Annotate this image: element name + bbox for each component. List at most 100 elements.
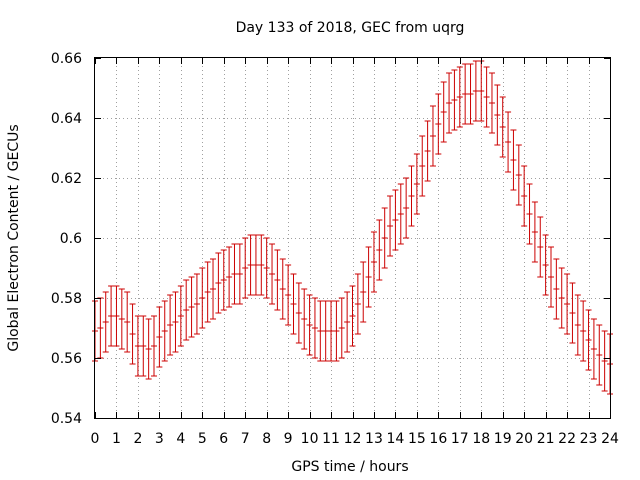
data-point — [542, 234, 549, 296]
x-tick-label: 16 — [429, 431, 447, 447]
data-point — [456, 66, 463, 128]
data-point — [478, 60, 485, 122]
data-point — [317, 300, 324, 362]
data-point — [531, 201, 538, 263]
x-tick-label: 4 — [176, 431, 185, 447]
data-point — [558, 267, 565, 329]
data-point — [387, 195, 394, 257]
data-point — [360, 261, 367, 323]
data-point — [376, 219, 383, 281]
data-point — [183, 279, 190, 341]
x-tick-label: 2 — [133, 431, 142, 447]
data-point — [462, 63, 469, 125]
data-point — [429, 105, 436, 167]
data-point — [435, 93, 442, 155]
x-tick-label: 23 — [580, 431, 598, 447]
data-point — [177, 285, 184, 347]
data-point — [349, 285, 356, 347]
y-axis-label: Global Electron Content / GECUs — [6, 124, 22, 351]
data-point — [537, 216, 544, 278]
x-tick-label: 1 — [112, 431, 121, 447]
x-tick-label: 12 — [344, 431, 362, 447]
data-point — [328, 300, 335, 362]
data-point — [210, 258, 217, 320]
x-tick-label: 8 — [262, 431, 271, 447]
data-point — [494, 84, 501, 146]
x-tick-label: 10 — [301, 431, 319, 447]
data-point — [301, 288, 308, 350]
data-point — [521, 165, 528, 227]
data-point — [215, 252, 222, 314]
x-tick-label: 0 — [91, 431, 100, 447]
data-point — [252, 234, 259, 296]
data-point — [467, 63, 474, 125]
data-point — [108, 285, 115, 347]
data-point — [483, 66, 490, 128]
data-point — [585, 309, 592, 371]
data-point — [472, 60, 479, 122]
data-point — [569, 282, 576, 344]
x-tick-label: 17 — [451, 431, 469, 447]
y-tick-label: 0.6 — [60, 231, 82, 247]
data-point — [236, 243, 243, 305]
x-tick-label: 3 — [155, 431, 164, 447]
x-tick-label: 13 — [365, 431, 383, 447]
data-point — [167, 294, 174, 356]
data-point — [553, 258, 560, 320]
x-tick-label: 7 — [241, 431, 250, 447]
data-point — [247, 234, 254, 296]
error-bars — [92, 60, 613, 395]
x-tick-label: 9 — [284, 431, 293, 447]
data-point — [446, 72, 453, 134]
data-point — [269, 243, 276, 305]
data-point — [601, 330, 608, 392]
data-point — [451, 69, 458, 131]
data-point — [156, 306, 163, 368]
data-point — [161, 300, 168, 362]
data-point — [220, 249, 227, 311]
data-point — [381, 207, 388, 269]
data-point — [263, 237, 270, 299]
data-point — [322, 300, 329, 362]
data-point — [311, 297, 318, 359]
data-point — [499, 96, 506, 158]
data-point — [172, 291, 179, 353]
x-tick-label: 11 — [322, 431, 340, 447]
data-point — [199, 267, 206, 329]
x-tick-label: 14 — [387, 431, 405, 447]
data-point — [515, 144, 522, 206]
data-point — [488, 72, 495, 134]
x-tick-label: 24 — [601, 431, 619, 447]
data-point — [274, 249, 281, 311]
data-point — [306, 294, 313, 356]
y-tick-label: 0.66 — [51, 51, 82, 67]
data-point — [258, 234, 265, 296]
ticks — [95, 58, 611, 419]
data-point — [510, 129, 517, 191]
x-tick-label: 22 — [558, 431, 576, 447]
data-point — [354, 273, 361, 335]
data-point — [408, 165, 415, 227]
data-point — [392, 189, 399, 251]
y-tick-label: 0.62 — [51, 171, 82, 187]
data-point — [140, 315, 147, 377]
y-tick-label: 0.58 — [51, 291, 82, 307]
y-tick-labels: 0.54 0.56 0.58 0.6 0.62 0.64 0.66 — [51, 51, 82, 427]
data-point — [118, 288, 125, 350]
data-point — [526, 183, 533, 245]
data-point — [113, 285, 120, 347]
data-point — [338, 297, 345, 359]
data-point — [580, 300, 587, 362]
data-point — [333, 300, 340, 362]
y-tick-label: 0.54 — [51, 411, 82, 427]
data-point — [290, 273, 297, 335]
x-tick-labels: 0 1 2 3 4 5 6 7 8 9 10 11 12 13 14 15 16 17 18 19 20 21 22 23 24 — [91, 431, 619, 447]
data-point — [413, 153, 420, 215]
data-point — [285, 264, 292, 326]
plot-frame — [94, 57, 611, 419]
x-tick-label: 21 — [537, 431, 555, 447]
data-point — [440, 81, 447, 143]
data-point — [424, 120, 431, 182]
chart-title: Day 133 of 2018, GEC from uqrg — [236, 20, 465, 36]
data-point — [365, 246, 372, 308]
